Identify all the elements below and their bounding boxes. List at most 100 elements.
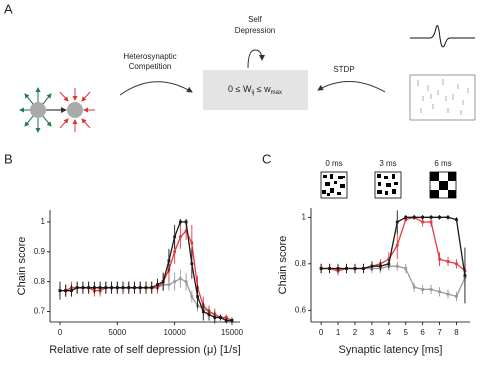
point	[201, 310, 205, 313]
point	[438, 215, 441, 219]
point	[224, 319, 228, 322]
point	[362, 267, 365, 270]
point	[75, 286, 79, 290]
x-axis-label: Synaptic latency [ms]	[339, 344, 443, 356]
point	[144, 286, 148, 290]
point	[404, 267, 408, 270]
formula-part: max	[271, 90, 282, 96]
point	[319, 267, 323, 270]
point	[184, 280, 188, 284]
series-line	[60, 221, 232, 322]
point	[378, 264, 382, 268]
point	[395, 220, 399, 224]
point	[421, 220, 425, 224]
x-axis-label: Relative rate of self depression (μ) [1/…	[49, 344, 241, 356]
point	[58, 289, 62, 293]
x-tick-label: 15000	[221, 328, 244, 337]
point	[190, 241, 194, 245]
x-tick-label: 7	[437, 328, 442, 337]
inset-label: 3 ms	[379, 159, 396, 168]
formula-part: ij	[251, 90, 254, 96]
diagram-text: Self	[248, 15, 263, 24]
point	[336, 267, 340, 270]
point	[161, 280, 165, 284]
y-tick-label: 1	[41, 217, 46, 226]
y-tick-label: 0.6	[295, 305, 307, 314]
point	[98, 286, 102, 290]
point	[387, 262, 391, 266]
diagram-text: Depression	[235, 26, 275, 35]
inset-label: 0 ms	[325, 159, 342, 168]
point	[455, 262, 458, 266]
point	[230, 319, 234, 322]
point	[178, 277, 182, 281]
formula-box	[203, 70, 308, 110]
inset-images	[320, 171, 457, 199]
formula-part: ≤ w	[254, 84, 271, 94]
neurons	[19, 87, 95, 133]
x-tick-label: 5000	[108, 328, 126, 337]
point	[104, 286, 108, 290]
point	[345, 267, 348, 270]
point	[173, 235, 177, 239]
point	[429, 215, 433, 219]
point	[455, 218, 458, 222]
raster-ticks	[417, 79, 469, 115]
point	[395, 243, 399, 247]
point	[328, 267, 332, 270]
point	[87, 286, 91, 290]
panel-label: A	[4, 1, 13, 16]
point	[173, 280, 177, 284]
raster	[409, 74, 476, 121]
x-tick-label: 0	[58, 328, 63, 337]
point	[446, 292, 450, 296]
point	[370, 264, 374, 268]
x-tick-label: 0	[319, 328, 324, 337]
point	[167, 283, 171, 287]
y-axis-label: Chain score	[277, 236, 289, 295]
point	[115, 286, 119, 290]
arrow	[119, 81, 193, 96]
point	[81, 286, 85, 290]
diagram-text: STDP	[333, 65, 354, 74]
y-tick-label: 0.8	[295, 259, 307, 268]
point	[150, 286, 154, 290]
x-tick-label: 6	[420, 328, 425, 337]
y-tick-label: 0.9	[34, 247, 46, 256]
series-line	[321, 265, 466, 298]
point	[121, 286, 125, 290]
point	[395, 264, 399, 268]
point	[184, 229, 188, 233]
x-tick-label: 3	[370, 328, 375, 337]
point	[196, 295, 199, 299]
point	[190, 295, 194, 299]
y-axis-label: Chain score	[16, 237, 28, 296]
point	[207, 313, 211, 316]
point	[178, 220, 182, 224]
point	[446, 260, 450, 263]
series-line	[321, 216, 466, 276]
point	[446, 215, 450, 219]
inset-label: 6 ms	[434, 159, 451, 168]
point	[184, 220, 188, 224]
panel-label: B	[4, 151, 13, 166]
y-tick-label: 1	[302, 212, 307, 221]
panel-label: C	[262, 151, 271, 166]
diagram-text: Competition	[129, 62, 172, 71]
point	[404, 215, 408, 219]
x-tick-label: 4	[387, 328, 392, 337]
x-tick-label: 10000	[164, 328, 187, 337]
spike	[410, 25, 475, 48]
point	[412, 215, 416, 219]
x-tick-label: 2	[353, 328, 358, 337]
y-tick-label: 0.8	[34, 277, 46, 286]
x-tick-label: 8	[454, 328, 459, 337]
diagram-text: Heterosynaptic	[123, 52, 176, 61]
point	[421, 288, 425, 291]
x-tick-label: 5	[403, 328, 408, 337]
y-tick-label: 0.7	[34, 307, 46, 316]
point	[213, 316, 217, 319]
point	[190, 262, 194, 266]
series-line	[60, 229, 233, 322]
